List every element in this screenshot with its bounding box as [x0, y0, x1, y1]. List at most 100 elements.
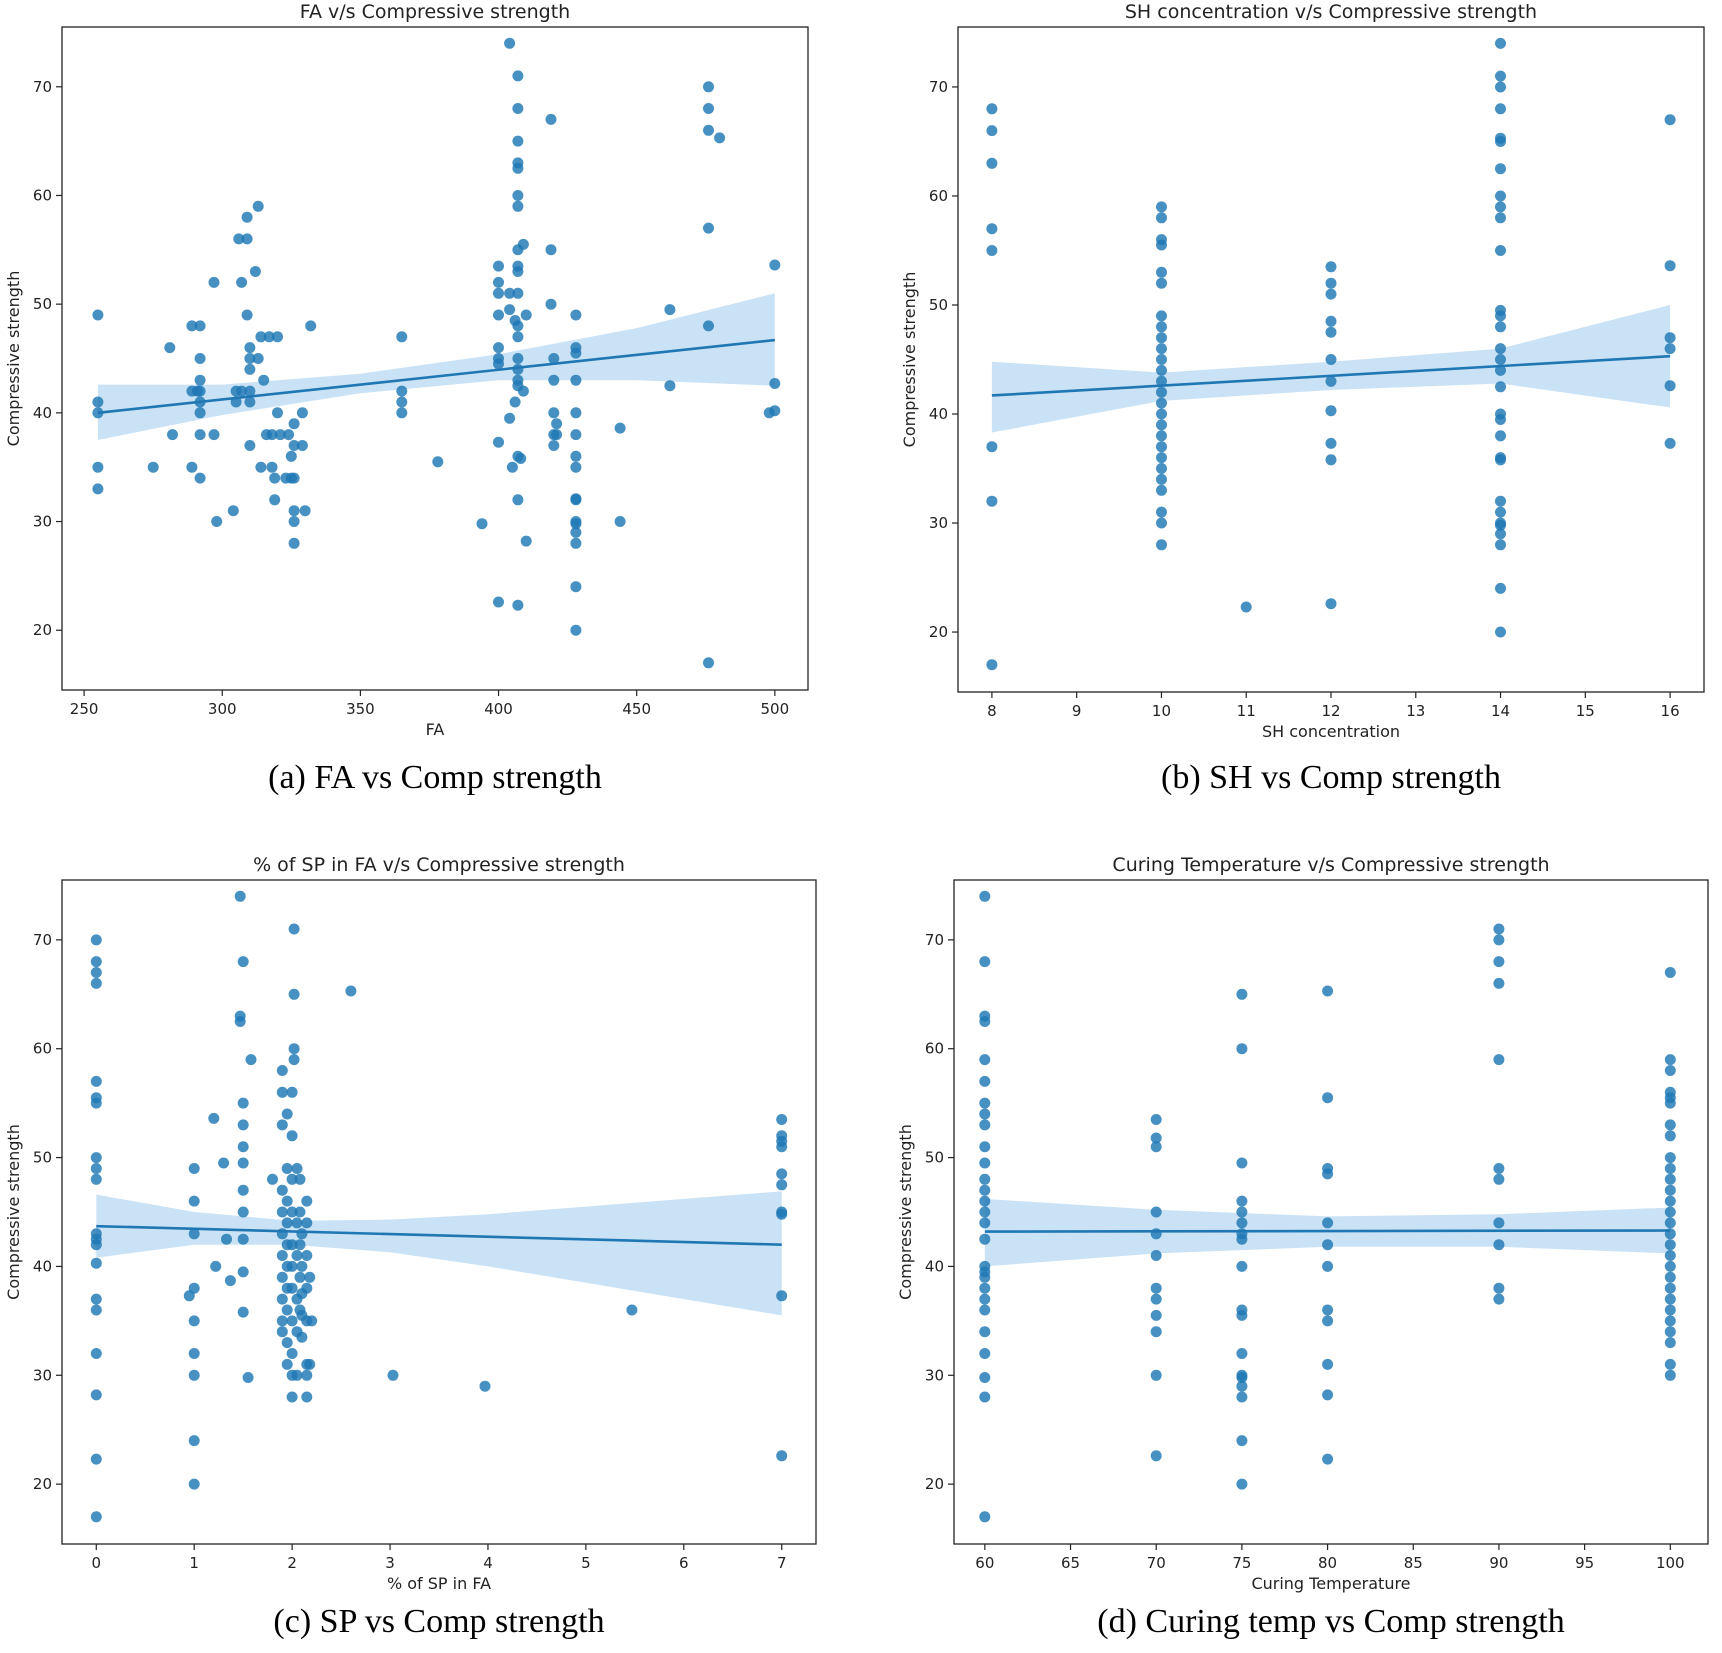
- data-point: [979, 1511, 991, 1523]
- data-point: [512, 353, 524, 364]
- data-point: [1664, 1337, 1676, 1349]
- scatter-points: [90, 890, 788, 1523]
- data-point: [432, 456, 444, 468]
- data-point: [1156, 452, 1167, 464]
- data-point: [286, 1130, 298, 1142]
- data-point: [570, 374, 582, 386]
- data-point: [776, 1290, 788, 1302]
- figure-caption: (b) SH vs Comp strength: [1161, 759, 1501, 796]
- data-point: [1664, 260, 1676, 272]
- y-tick-label: 70: [929, 78, 948, 96]
- x-axis-label: Curing Temperature: [1251, 1574, 1410, 1593]
- data-point: [1325, 326, 1337, 338]
- x-axis-label: SH concentration: [1262, 722, 1400, 741]
- data-point: [1236, 1157, 1248, 1169]
- data-point: [90, 977, 102, 989]
- data-point: [509, 396, 521, 408]
- data-point: [276, 1250, 288, 1261]
- data-point: [296, 440, 308, 451]
- data-point: [551, 429, 563, 441]
- data-point: [1664, 1195, 1676, 1207]
- data-point: [1664, 1239, 1676, 1251]
- data-point: [276, 1315, 288, 1327]
- x-tick-label: 100: [1656, 1554, 1685, 1572]
- data-point: [1664, 967, 1676, 978]
- data-point: [286, 1086, 298, 1098]
- data-point: [1156, 277, 1167, 289]
- data-point: [512, 494, 524, 506]
- data-point: [147, 461, 159, 473]
- data-point: [291, 1250, 303, 1261]
- data-point: [1495, 212, 1506, 224]
- y-tick-label: 40: [33, 1257, 52, 1275]
- data-point: [1322, 985, 1334, 997]
- data-point: [714, 132, 726, 144]
- data-point: [1156, 212, 1167, 224]
- data-point: [979, 1348, 991, 1359]
- data-point: [1156, 539, 1167, 551]
- data-point: [281, 1163, 293, 1174]
- data-point: [244, 385, 256, 397]
- data-point: [1236, 1206, 1248, 1218]
- x-tick-label: 400: [484, 700, 513, 718]
- data-point: [1156, 354, 1167, 365]
- data-point: [1156, 332, 1167, 344]
- regression-line: [97, 338, 775, 415]
- data-point: [1156, 441, 1167, 453]
- x-tick-label: 7: [777, 1554, 787, 1572]
- data-point: [517, 238, 529, 250]
- data-point: [286, 1206, 298, 1218]
- data-point: [504, 304, 516, 316]
- data-point: [286, 1282, 298, 1294]
- data-point: [345, 985, 357, 997]
- data-point: [92, 461, 104, 473]
- data-point: [237, 1097, 249, 1109]
- data-point: [188, 1369, 200, 1381]
- y-axis-label: Compressive strength: [4, 271, 23, 447]
- data-point: [208, 429, 220, 441]
- data-point: [769, 378, 781, 389]
- data-point: [1325, 288, 1337, 300]
- data-point: [237, 1157, 249, 1169]
- data-point: [241, 309, 253, 321]
- data-point: [979, 1141, 991, 1153]
- data-point: [305, 320, 317, 332]
- data-point: [1236, 1391, 1248, 1403]
- data-point: [1236, 1260, 1248, 1272]
- data-point: [1236, 1478, 1248, 1490]
- data-point: [396, 396, 408, 408]
- data-point: [551, 418, 563, 430]
- data-point: [1495, 354, 1506, 365]
- data-point: [517, 385, 529, 397]
- data-point: [1236, 1372, 1248, 1383]
- data-point: [512, 363, 524, 375]
- data-point: [266, 461, 278, 473]
- data-point: [979, 1016, 991, 1027]
- data-point: [769, 259, 781, 271]
- data-point: [288, 1043, 300, 1055]
- data-point: [194, 385, 206, 397]
- x-tick-label: 11: [1237, 702, 1256, 720]
- data-point: [249, 266, 261, 277]
- data-point: [90, 1152, 102, 1164]
- data-point: [269, 494, 281, 506]
- x-tick-label: 80: [1318, 1554, 1337, 1572]
- y-tick-label: 60: [929, 187, 948, 205]
- x-tick-label: 15: [1576, 702, 1595, 720]
- data-point: [979, 1372, 991, 1383]
- data-point: [1322, 1358, 1334, 1370]
- data-point: [194, 407, 206, 419]
- data-point: [1156, 408, 1167, 420]
- data-point: [776, 1208, 788, 1220]
- data-point: [769, 405, 781, 417]
- data-point: [512, 103, 524, 114]
- data-point: [979, 1195, 991, 1207]
- data-point: [493, 436, 504, 448]
- data-point: [545, 298, 557, 310]
- data-point: [286, 1348, 298, 1359]
- data-point: [272, 407, 283, 419]
- data-point: [1664, 1119, 1676, 1131]
- data-point: [90, 1097, 102, 1109]
- data-point: [1493, 1173, 1505, 1185]
